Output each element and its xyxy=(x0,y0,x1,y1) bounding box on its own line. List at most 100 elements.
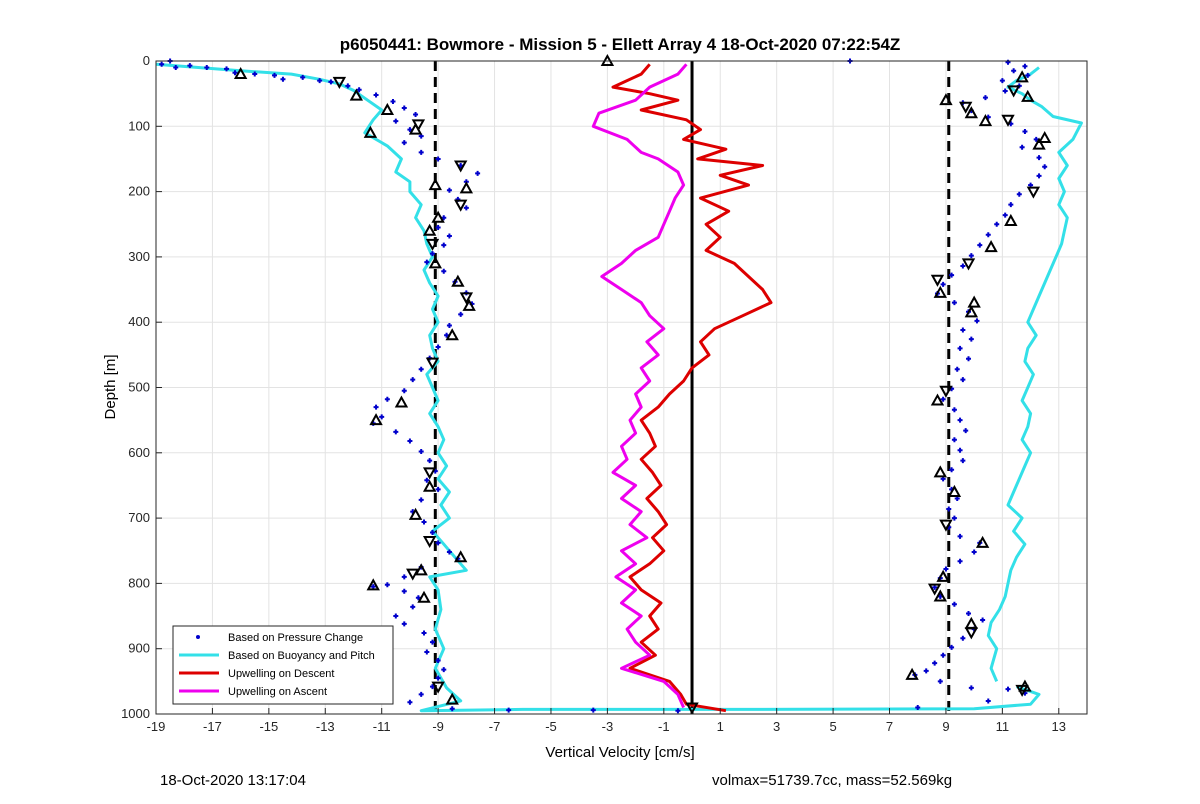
pressure-change-point xyxy=(435,657,441,663)
pressure-change-point xyxy=(980,617,986,623)
dive-marker-triangle xyxy=(453,199,468,212)
pressure-change-point xyxy=(410,604,416,610)
pressure-change-point xyxy=(957,447,963,453)
series-buoyancy_descent-line xyxy=(155,62,1041,713)
pressure-change-point xyxy=(421,519,427,525)
pressure-change-point xyxy=(384,396,390,402)
pressure-change-point xyxy=(418,497,424,503)
pressure-change-point xyxy=(356,87,362,93)
pressure-change-point xyxy=(418,149,424,155)
x-tick-label: 11 xyxy=(996,719,1010,734)
pressure-change-point xyxy=(943,566,949,572)
dive-marker-triangle xyxy=(369,413,383,426)
y-tick-label: 500 xyxy=(128,380,150,395)
pressure-change-point xyxy=(915,704,921,710)
pressure-change-point xyxy=(949,272,955,278)
dive-marker-triangle xyxy=(905,667,919,680)
pressure-change-point xyxy=(173,65,179,71)
pressure-change-point xyxy=(401,140,407,146)
pressure-change-point xyxy=(951,407,957,413)
pressure-change-point xyxy=(949,644,955,650)
dive-marker-triangle xyxy=(964,106,979,119)
pressure-change-point xyxy=(446,322,452,328)
dive-marker-triangle xyxy=(422,535,437,549)
series-descent-line xyxy=(611,63,773,713)
pressure-change-point xyxy=(393,118,399,124)
pressure-change-point xyxy=(966,356,972,362)
x-tick-label: 5 xyxy=(829,719,836,734)
pressure-change-point xyxy=(960,377,966,383)
dive-marker-triangle xyxy=(967,295,981,308)
x-tick-label: -1 xyxy=(658,719,670,734)
dive-marker-triangle xyxy=(380,102,395,115)
pressure-change-point xyxy=(435,156,441,162)
legend-entry-label: Based on Pressure Change xyxy=(228,632,363,644)
pressure-change-point xyxy=(424,477,430,483)
pressure-change-point xyxy=(435,675,441,681)
pressure-change-point xyxy=(415,595,421,601)
pressure-change-point xyxy=(410,377,416,383)
dive-marker-triangle xyxy=(445,328,459,341)
pressure-change-point xyxy=(957,345,963,351)
pressure-change-point xyxy=(401,588,407,594)
pressure-change-point xyxy=(957,558,963,564)
pressure-change-point xyxy=(421,630,427,636)
dive-marker-triangle xyxy=(332,76,347,89)
legend-entry-label: Upwelling on Descent xyxy=(228,668,334,680)
dive-marker-triangle xyxy=(978,114,993,127)
x-tick-label: -9 xyxy=(432,719,444,734)
pressure-change-point xyxy=(407,699,413,705)
dive-marker-triangle xyxy=(1015,70,1029,83)
pressure-change-point xyxy=(960,263,966,269)
pressure-change-point xyxy=(401,574,407,580)
pressure-change-point xyxy=(271,72,277,78)
legend-entry-label: Upwelling on Ascent xyxy=(228,686,327,698)
pressure-change-point xyxy=(951,437,957,443)
x-tick-label: -17 xyxy=(203,719,222,734)
pressure-change-point xyxy=(932,660,938,666)
pressure-change-point xyxy=(932,584,938,590)
y-tick-label: 0 xyxy=(143,53,150,68)
pressure-change-point xyxy=(393,613,399,619)
pressure-change-point xyxy=(949,467,955,473)
dive-marker-triangle xyxy=(422,479,437,492)
footer-glider-info: volmax=51739.7cc, mass=52.569kg xyxy=(712,772,953,789)
legend: Based on Pressure Change Based on Buoyanc… xyxy=(172,625,394,705)
pressure-change-point xyxy=(1036,173,1042,179)
dive-marker-triangle xyxy=(366,578,380,591)
y-tick-label: 200 xyxy=(128,184,150,199)
pressure-change-point xyxy=(328,79,334,85)
pressure-change-point xyxy=(429,529,435,535)
pressure-change-point xyxy=(1002,212,1008,218)
pressure-change-point xyxy=(960,327,966,333)
pressure-change-point xyxy=(393,429,399,435)
pressure-change-point xyxy=(159,61,165,67)
y-tick-label: 100 xyxy=(128,118,150,133)
pressure-change-point xyxy=(401,105,407,111)
pressure-change-point xyxy=(435,540,441,546)
x-tick-label: -5 xyxy=(545,719,557,734)
series-buoyancy_ascent-line xyxy=(986,66,1083,682)
pressure-change-point xyxy=(1002,88,1008,94)
legend-swatch-dot xyxy=(196,635,200,639)
dive-marker-triangle xyxy=(933,589,947,602)
pressure-change-point xyxy=(1022,129,1028,135)
dive-marker-triangle xyxy=(933,465,947,478)
pressure-change-point xyxy=(1042,164,1048,170)
dive-marker-triangle xyxy=(927,583,942,596)
pressure-change-point xyxy=(1008,202,1014,208)
pressure-change-point xyxy=(968,253,974,259)
velocity-depth-chart: p6050441: Bowmore - Mission 5 - Ellett A… xyxy=(102,35,1088,761)
pressure-change-point xyxy=(994,221,1000,227)
dive-marker-triangle xyxy=(422,467,437,480)
pressure-change-point xyxy=(418,691,424,697)
dive-marker-triangle xyxy=(363,125,378,138)
dive-marker-triangle xyxy=(975,535,990,548)
pressure-change-point xyxy=(951,300,957,306)
dive-marker-triangle xyxy=(422,223,437,236)
y-tick-label: 400 xyxy=(128,314,150,329)
pressure-change-point xyxy=(345,83,351,89)
dive-marker-triangle xyxy=(1006,85,1021,98)
dive-marker-triangle xyxy=(453,160,468,173)
pressure-change-point xyxy=(370,584,376,590)
